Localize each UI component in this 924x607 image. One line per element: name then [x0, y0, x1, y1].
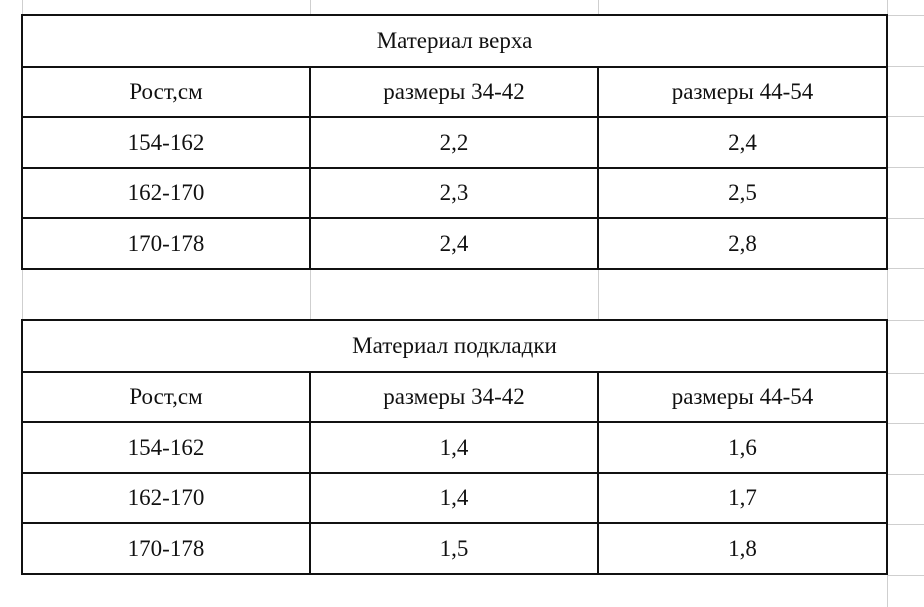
border: [21, 472, 888, 474]
border: [21, 116, 888, 118]
header-cell: размеры 34-42: [310, 67, 598, 117]
table-cell: 154-162: [22, 422, 310, 473]
grid-line: [887, 524, 924, 525]
grid-line: [887, 320, 924, 321]
table-cell: 2,4: [310, 218, 598, 269]
table-cell: 1,7: [598, 473, 887, 523]
border: [21, 371, 888, 373]
header-cell: Рост,см: [22, 372, 310, 422]
border: [309, 371, 311, 575]
border: [21, 66, 888, 68]
table-title: Материал верха: [22, 15, 887, 67]
border: [886, 319, 888, 575]
header-cell: размеры 44-54: [598, 372, 887, 422]
table-cell: 1,8: [598, 523, 887, 574]
grid-line: [887, 218, 924, 219]
border: [21, 14, 888, 16]
table-cell: 2,5: [598, 168, 887, 218]
border: [597, 371, 599, 575]
border: [21, 522, 888, 524]
grid-line: [887, 116, 924, 117]
table-cell: 2,3: [310, 168, 598, 218]
header-cell: размеры 44-54: [598, 67, 887, 117]
grid-line: [887, 66, 924, 67]
grid-line: [887, 15, 924, 16]
table-cell: 154-162: [22, 117, 310, 168]
header-cell: размеры 34-42: [310, 372, 598, 422]
table-cell: 2,2: [310, 117, 598, 168]
grid-line: [887, 373, 924, 374]
table-cell: 170-178: [22, 218, 310, 269]
table-cell: 1,4: [310, 473, 598, 523]
grid-line: [598, 0, 599, 575]
border: [21, 167, 888, 169]
table-cell: 1,6: [598, 422, 887, 473]
table-cell: 162-170: [22, 473, 310, 523]
grid-line: [887, 268, 924, 269]
table-cell: 2,4: [598, 117, 887, 168]
table-cell: 162-170: [22, 168, 310, 218]
border: [21, 217, 888, 219]
border: [21, 268, 888, 270]
grid-line: [887, 575, 924, 576]
border: [21, 14, 23, 270]
grid-line: [887, 0, 888, 607]
grid-line: [310, 0, 311, 575]
border: [21, 319, 23, 575]
border: [886, 14, 888, 270]
grid-line: [887, 423, 924, 424]
border: [309, 66, 311, 270]
table-cell: 170-178: [22, 523, 310, 574]
table-cell: 1,4: [310, 422, 598, 473]
grid-line: [887, 167, 924, 168]
border: [21, 421, 888, 423]
header-cell: Рост,см: [22, 67, 310, 117]
border: [21, 319, 888, 321]
border: [597, 66, 599, 270]
grid-line: [887, 474, 924, 475]
table-cell: 2,8: [598, 218, 887, 269]
border: [21, 573, 888, 575]
table-title: Материал подкладки: [22, 320, 887, 372]
table-cell: 1,5: [310, 523, 598, 574]
